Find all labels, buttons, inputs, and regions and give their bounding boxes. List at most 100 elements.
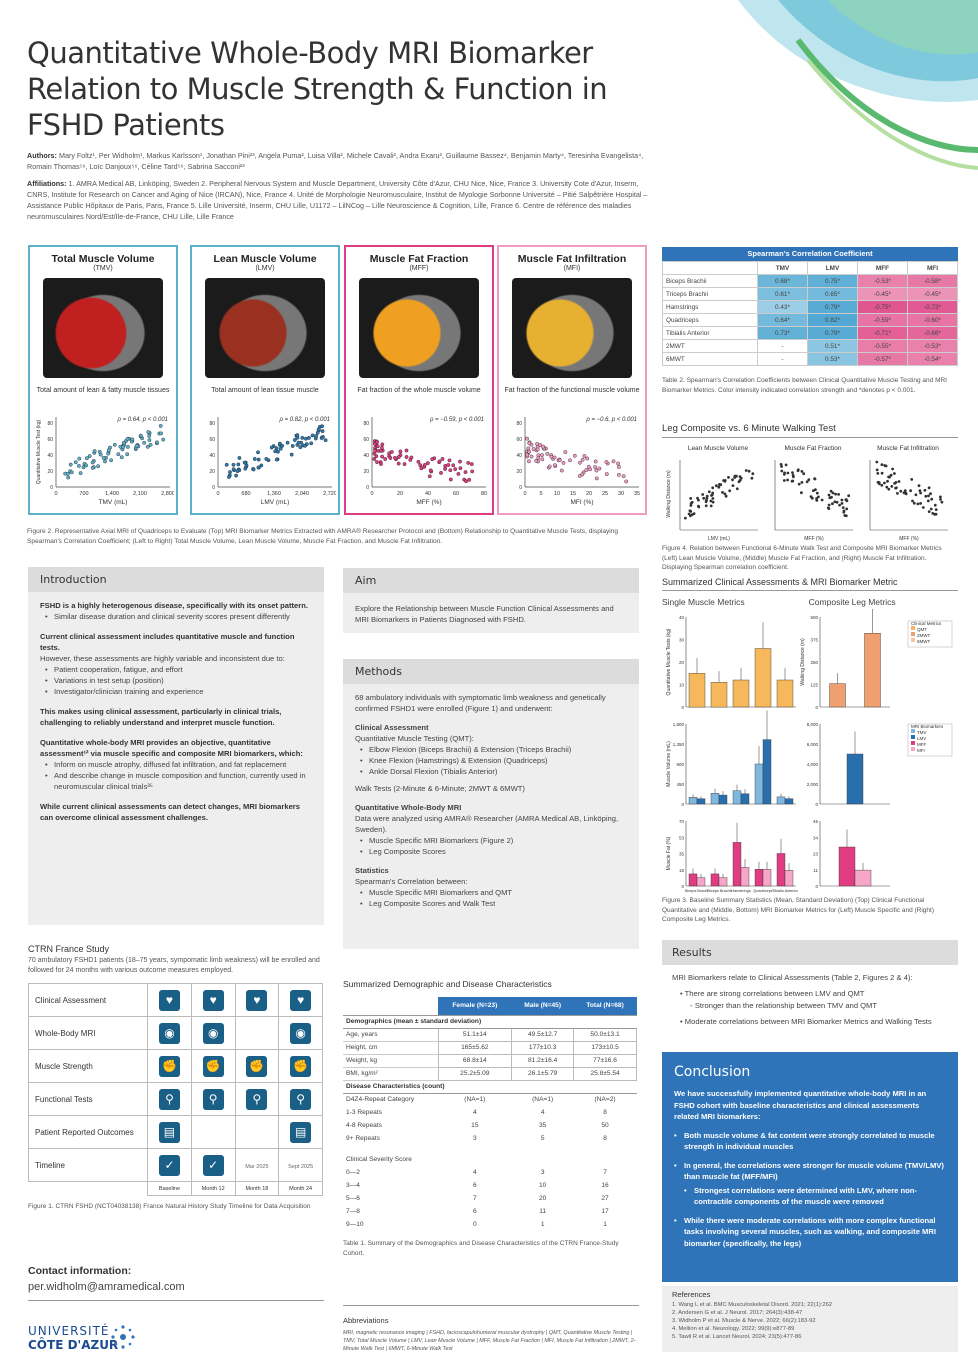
data-point bbox=[751, 472, 755, 476]
data-point bbox=[927, 494, 930, 498]
summary-bar-charts: Quantitative Muscle Tests (kg) 0 10 20 30 40 W… bbox=[666, 599, 953, 893]
data-point bbox=[697, 504, 700, 508]
conclusion-section: Conclusion We have successfully implemen… bbox=[662, 1052, 958, 1282]
assessment-icon: ▤ bbox=[158, 1121, 180, 1143]
bar bbox=[732, 790, 742, 805]
contact-email[interactable]: per.widholm@amramedical.com bbox=[28, 1281, 185, 1293]
data-point bbox=[231, 462, 236, 467]
introduction-section: Introduction FSHD is a highly heterogeno… bbox=[28, 567, 324, 925]
data-point bbox=[723, 492, 727, 496]
data-point bbox=[77, 456, 82, 461]
results-section: Results MRI Biomarkers relate to Clinica… bbox=[662, 940, 958, 1028]
y-tick-label: 450 bbox=[676, 782, 684, 787]
x-tick-label: 1,360 bbox=[267, 491, 281, 497]
data-point bbox=[398, 449, 403, 454]
table-cell: 8 bbox=[603, 1135, 607, 1142]
data-point bbox=[303, 443, 308, 448]
table-row: BMI, kg/m² 25.2±5.09 26.1±5.79 25.8±5.54 bbox=[343, 1066, 637, 1081]
assessment-icon: ▤ bbox=[290, 1121, 312, 1143]
data-point bbox=[314, 434, 319, 438]
bar bbox=[776, 679, 794, 708]
data-point bbox=[84, 463, 88, 468]
table-cell: 16 bbox=[601, 1182, 609, 1189]
table-row: Weight, kg 68.8±14 81.2±16.4 77±16.6 bbox=[343, 1053, 637, 1068]
data-point bbox=[738, 479, 742, 482]
table-cell: -0.66* bbox=[907, 326, 958, 340]
data-point bbox=[876, 472, 880, 475]
x-tick-label: 60 bbox=[453, 491, 459, 497]
data-point bbox=[792, 475, 795, 479]
data-point bbox=[224, 462, 229, 467]
data-point bbox=[779, 463, 783, 466]
result-item: • Moderate correlations between MRI Biom… bbox=[680, 1017, 932, 1026]
bar bbox=[754, 648, 772, 708]
list-item: Muscle Specific MRI Biomarkers and QMT bbox=[355, 887, 627, 898]
data-point bbox=[894, 481, 898, 484]
y-tick-label: 10 bbox=[679, 683, 685, 688]
correlation-stat: ρ = −0.6, p < 0.001 bbox=[585, 417, 637, 423]
svg-text:MFI: MFI bbox=[917, 748, 925, 753]
conclusion-item: While there were moderate correlations w… bbox=[674, 1215, 946, 1250]
data-point bbox=[924, 494, 928, 498]
data-point bbox=[918, 489, 922, 492]
data-point bbox=[236, 462, 241, 467]
data-point bbox=[78, 471, 83, 475]
y-tick-label: 0 bbox=[366, 485, 369, 491]
y-tick-label: 0 bbox=[815, 705, 818, 710]
data-point bbox=[453, 467, 458, 471]
y-tick-label: 40 bbox=[209, 453, 215, 459]
data-point bbox=[895, 486, 898, 490]
data-point bbox=[744, 469, 748, 472]
data-point bbox=[121, 440, 126, 445]
x-tick-label: 25 bbox=[602, 491, 608, 497]
table-cell: - bbox=[757, 339, 808, 353]
data-point bbox=[159, 431, 164, 436]
data-point bbox=[747, 469, 751, 473]
data-point bbox=[402, 462, 407, 466]
data-point bbox=[529, 454, 534, 459]
data-point bbox=[842, 510, 846, 514]
assessment-icon: ✊ bbox=[158, 1055, 180, 1077]
data-point bbox=[243, 466, 248, 471]
assessment-icon: ♥ bbox=[202, 989, 224, 1011]
y-tick-label: 80 bbox=[209, 421, 215, 427]
data-point bbox=[422, 463, 427, 467]
table-cell: -0.59* bbox=[857, 313, 908, 327]
data-point bbox=[711, 497, 715, 500]
table-cell: 0.43* bbox=[757, 300, 808, 314]
data-point bbox=[295, 435, 300, 440]
table-cell: 173±10.5 bbox=[573, 1040, 637, 1055]
correlation-scatter: ρ = −0.6, p < 0.001 0 5 10 15 20 25 30 35 0 20 40 60… bbox=[516, 417, 640, 506]
table-cell: 0.79* bbox=[807, 326, 858, 340]
table-row: Biceps Brachii 0.68* 0.75* -0.53* -0.58* bbox=[662, 274, 958, 288]
table-row: Quadriceps 0.64* 0.82* -0.59* -0.60* bbox=[662, 313, 958, 327]
assessment-icon: ♥ bbox=[290, 989, 312, 1011]
card-abbr: (MFF) bbox=[409, 265, 429, 272]
table-cell: 0.53* bbox=[807, 352, 858, 366]
bar bbox=[762, 869, 772, 887]
data-point bbox=[526, 446, 531, 451]
table-cell: 15 bbox=[471, 1122, 479, 1129]
data-point bbox=[884, 464, 888, 468]
data-point bbox=[711, 486, 715, 490]
y-tick-label: 20 bbox=[679, 660, 685, 665]
conclusion-item: Strongest correlations were determined w… bbox=[684, 1185, 946, 1208]
reference-item: 1. Wang L et al. BMC Musculoskeletal Dis… bbox=[672, 1302, 833, 1308]
data-point bbox=[269, 445, 274, 450]
card-abbr: (LMV) bbox=[255, 265, 275, 272]
table-cell: -0.53* bbox=[857, 274, 908, 288]
data-point bbox=[807, 478, 811, 482]
data-point bbox=[427, 474, 432, 479]
data-point bbox=[891, 467, 894, 471]
table-cell: -0.53* bbox=[907, 339, 958, 353]
section-header: Disease Characteristics (count) bbox=[343, 1079, 637, 1094]
table-cell: 11 bbox=[539, 1208, 547, 1215]
x-tick-label: 680 bbox=[241, 491, 250, 497]
table-cell: -0.45* bbox=[907, 287, 958, 301]
visit-date: Sept 2025 bbox=[288, 1163, 314, 1170]
data-point bbox=[604, 460, 609, 464]
data-point bbox=[582, 454, 587, 458]
data-point bbox=[735, 487, 739, 491]
svg-text:MFF: MFF bbox=[917, 742, 926, 747]
assessment-icon: ✊ bbox=[290, 1055, 312, 1077]
